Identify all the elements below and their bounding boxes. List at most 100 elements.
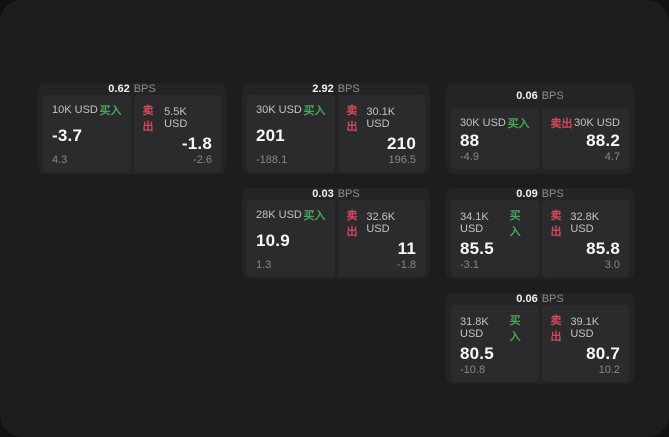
sell-delta: 4.7	[604, 151, 620, 163]
sell-price: 210	[387, 134, 416, 153]
buy-delta: 4.3	[52, 154, 68, 166]
sell-side-label: 卖出	[550, 210, 562, 238]
buy-delta: 1.3	[256, 259, 272, 271]
bps-value: 0.03	[312, 188, 334, 200]
sell-amount: 30.1K USD	[366, 106, 396, 130]
sell-amount: 5.5K USD	[164, 106, 188, 130]
buy-amount: 30K USD	[256, 104, 302, 116]
buy-quote-pane[interactable]: 10K USD 买入 -3.7 4.3	[43, 95, 131, 172]
sell-price: 88.2	[586, 131, 620, 150]
card-body: 30K USD 买入 88 -4.9 卖出 30K USD 88.2 4.7	[446, 108, 634, 174]
buy-price: -3.7	[52, 126, 83, 145]
card-header: 0.06 BPS	[446, 293, 634, 305]
bps-value: 0.06	[516, 293, 538, 305]
bps-value: 2.92	[312, 83, 334, 95]
sell-price: -1.8	[181, 134, 212, 153]
card-header: 0.03 BPS	[242, 188, 430, 200]
buy-amount: 30K USD	[460, 117, 506, 129]
sell-quote-pane[interactable]: 卖出 32.8K USD 85.8 3.0	[541, 200, 629, 277]
sell-delta: -2.6	[193, 154, 212, 166]
buy-delta: -188.1	[256, 154, 288, 166]
sell-delta: 3.0	[604, 259, 620, 271]
sell-quote-pane[interactable]: 卖出 30K USD 88.2 4.7	[541, 108, 629, 169]
bps-value: 0.06	[516, 89, 538, 102]
sell-delta: 196.5	[388, 154, 416, 166]
buy-delta: -10.8	[460, 364, 486, 376]
bps-value: 0.62	[108, 83, 130, 95]
buy-amount: 31.8K USD	[460, 316, 489, 340]
sell-amount: 30K USD	[574, 117, 620, 129]
card-body: 31.8K USD 买入 80.5 -10.8 卖出 39.1K USD 80.…	[446, 305, 634, 384]
quote-card: 0.09 BPS 34.1K USD 买入 85.5 -3.1 卖出 32.8K…	[446, 188, 634, 279]
buy-pane-top: 10K USD 买入	[52, 102, 122, 118]
buy-pane-top: 34.1K USD 买入	[460, 207, 530, 239]
buy-amount: 34.1K USD	[460, 211, 489, 235]
sell-side-label: 卖出	[550, 315, 562, 343]
buy-amount: 28K USD	[256, 209, 302, 221]
sell-price: 11	[397, 239, 416, 258]
quote-card: 0.06 BPS 31.8K USD 买入 80.5 -10.8 卖出 39.1…	[446, 293, 634, 384]
buy-side-label: 买入	[509, 315, 521, 343]
card-body: 34.1K USD 买入 85.5 -3.1 卖出 32.8K USD 85.8…	[446, 200, 634, 279]
sell-quote-pane[interactable]: 卖出 39.1K USD 80.7 10.2	[541, 305, 629, 382]
buy-pane-top: 31.8K USD 买入	[460, 312, 530, 344]
buy-amount: 10K USD	[52, 104, 98, 116]
bps-unit-label: BPS	[541, 188, 564, 200]
buy-quote-pane[interactable]: 30K USD 买入 88 -4.9	[451, 108, 539, 169]
cards-grid: 0.62 BPS 10K USD 买入 -3.7 4.3 卖出 5.5K USD…	[38, 83, 634, 384]
sell-quote-pane[interactable]: 卖出 5.5K USD -1.8 -2.6	[133, 95, 221, 172]
bps-value: 0.09	[516, 188, 538, 200]
bps-unit-label: BPS	[337, 83, 360, 95]
sell-amount: 39.1K USD	[570, 316, 600, 340]
buy-quote-pane[interactable]: 34.1K USD 买入 85.5 -3.1	[451, 200, 539, 277]
buy-price: 85.5	[460, 239, 494, 258]
sell-side-label: 卖出	[550, 118, 573, 130]
bps-unit-label: BPS	[541, 89, 564, 102]
card-header: 2.92 BPS	[242, 83, 430, 95]
buy-pane-top: 30K USD 买入	[256, 102, 326, 118]
buy-pane-top: 30K USD 买入	[460, 115, 530, 131]
sell-pane-top: 卖出 32.6K USD	[347, 207, 417, 239]
buy-quote-pane[interactable]: 31.8K USD 买入 80.5 -10.8	[451, 305, 539, 382]
buy-price: 201	[256, 126, 285, 145]
sell-amount: 32.8K USD	[570, 211, 600, 235]
sell-price: 80.7	[586, 344, 620, 363]
sell-quote-pane[interactable]: 卖出 30.1K USD 210 196.5	[337, 95, 425, 172]
buy-side-label: 买入	[99, 105, 122, 117]
card-header: 0.06 BPS	[446, 83, 634, 108]
card-header: 0.62 BPS	[38, 83, 226, 95]
buy-price: 10.9	[256, 231, 290, 250]
sell-pane-top: 卖出 30.1K USD	[347, 102, 417, 134]
sell-delta: -1.8	[397, 259, 416, 271]
buy-delta: -3.1	[460, 259, 479, 271]
card-header: 0.09 BPS	[446, 188, 634, 200]
buy-quote-pane[interactable]: 30K USD 买入 201 -188.1	[247, 95, 335, 172]
quote-card: 0.06 BPS 30K USD 买入 88 -4.9 卖出 30K USD 8…	[446, 83, 634, 174]
card-body: 28K USD 买入 10.9 1.3 卖出 32.6K USD 11 -1.8	[242, 200, 430, 279]
buy-quote-pane[interactable]: 28K USD 买入 10.9 1.3	[247, 200, 335, 277]
sell-amount: 32.6K USD	[366, 211, 396, 235]
buy-pane-top: 28K USD 买入	[256, 207, 326, 223]
quote-card: 0.62 BPS 10K USD 买入 -3.7 4.3 卖出 5.5K USD…	[38, 83, 226, 174]
buy-side-label: 买入	[507, 118, 530, 130]
sell-price: 85.8	[586, 239, 620, 258]
buy-delta: -4.9	[460, 151, 479, 163]
buy-price: 80.5	[460, 344, 494, 363]
buy-side-label: 买入	[303, 210, 326, 222]
card-body: 30K USD 买入 201 -188.1 卖出 30.1K USD 210 1…	[242, 95, 430, 174]
sell-pane-top: 卖出 39.1K USD	[551, 312, 621, 344]
bps-unit-label: BPS	[133, 83, 156, 95]
sell-side-label: 卖出	[346, 210, 358, 238]
buy-side-label: 买入	[509, 210, 521, 238]
card-body: 10K USD 买入 -3.7 4.3 卖出 5.5K USD -1.8 -2.…	[38, 95, 226, 174]
quote-card: 0.03 BPS 28K USD 买入 10.9 1.3 卖出 32.6K US…	[242, 188, 430, 279]
sell-pane-top: 卖出 30K USD	[551, 115, 621, 131]
bps-unit-label: BPS	[541, 293, 564, 305]
sell-side-label: 卖出	[142, 105, 154, 133]
sell-delta: 10.2	[598, 364, 620, 376]
sell-pane-top: 卖出 32.8K USD	[551, 207, 621, 239]
buy-price: 88	[460, 131, 480, 150]
sell-quote-pane[interactable]: 卖出 32.6K USD 11 -1.8	[337, 200, 425, 277]
sell-side-label: 卖出	[346, 105, 358, 133]
quote-card: 2.92 BPS 30K USD 买入 201 -188.1 卖出 30.1K …	[242, 83, 430, 174]
